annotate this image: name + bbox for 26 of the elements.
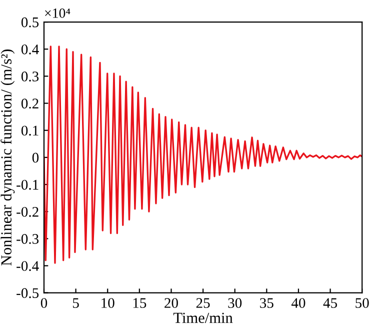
x-tick-label: 20 [164, 298, 178, 308]
x-tick-label: 30 [228, 298, 242, 308]
x-tick-label: 40 [291, 298, 306, 308]
y-tick-label: -0.5 [16, 288, 39, 298]
x-tick-label: 5 [73, 298, 79, 308]
x-tick-label: 15 [133, 298, 146, 308]
text: ×10⁴ [45, 8, 70, 18]
y-tick-label: -0.3 [16, 234, 39, 244]
x-tick-label: 35 [260, 298, 274, 308]
x-tick-label: 0 [40, 298, 48, 308]
y-tick-label: 0.1 [21, 126, 38, 136]
x-tick-label: 25 [196, 298, 210, 308]
y-tick-label: -0.1 [16, 180, 38, 190]
y-tick-label: -0.4 [16, 261, 39, 271]
y-tick-label: 0 [32, 152, 39, 163]
y-tick-label: -0.2 [16, 206, 38, 217]
x-axis-title: Time/min [173, 312, 233, 324]
x-tick-label: 50 [356, 298, 369, 308]
y-tick-label: 0.4 [21, 44, 39, 54]
y-tick-label: 0.5 [21, 17, 39, 28]
x-tick-label: 45 [323, 298, 337, 308]
y-tick-label: 0.3 [21, 72, 39, 82]
x-tick-label: 10 [102, 298, 114, 308]
y-axis-title: Nonlinear dynamic function/ (m/s²) [0, 50, 15, 266]
line-series [44, 46, 362, 264]
y-tick-label: 0.2 [21, 98, 38, 109]
